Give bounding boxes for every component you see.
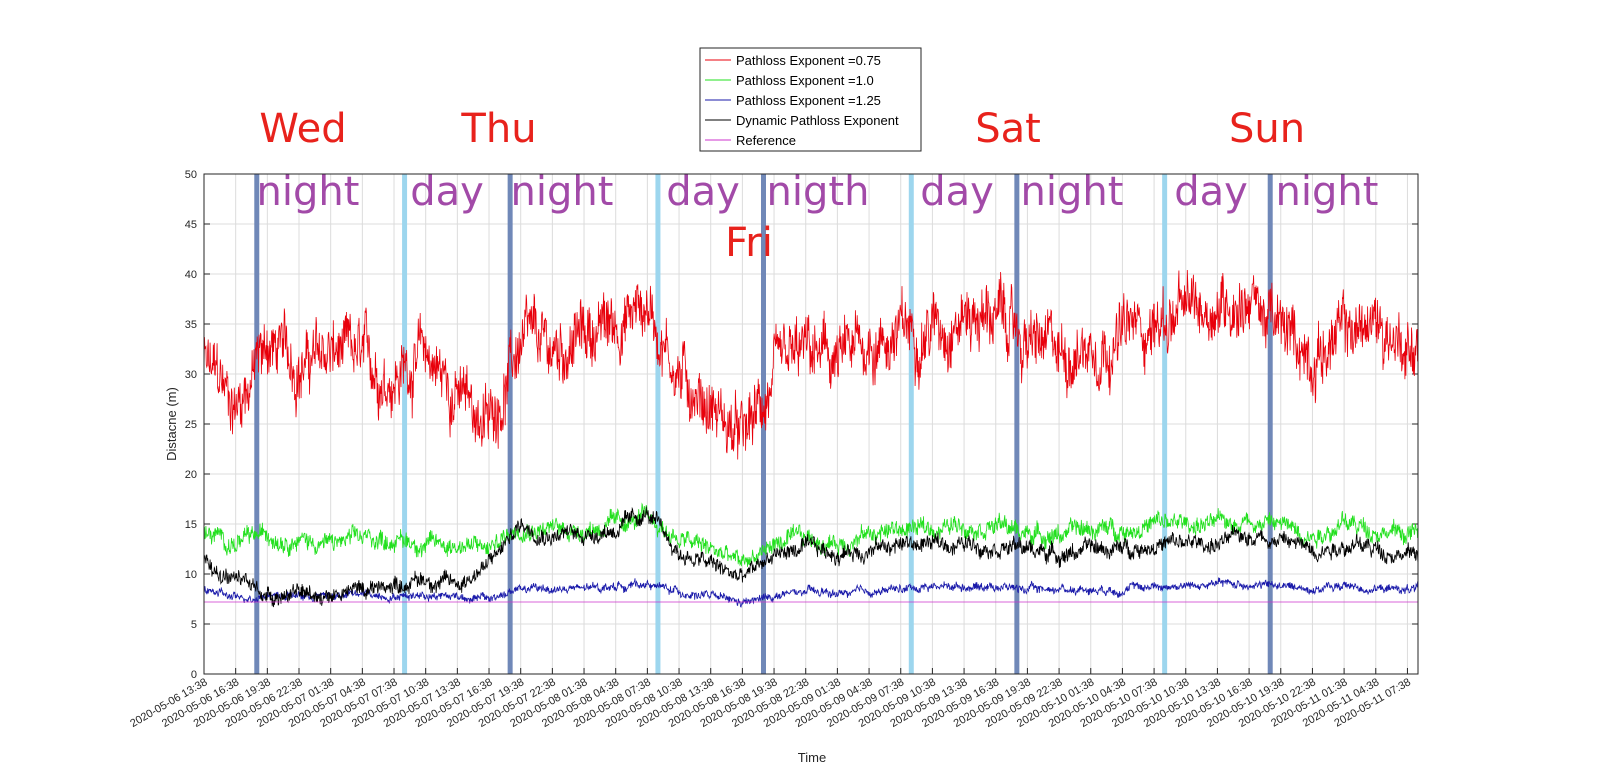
y-axis-label: Distacne (m) [164, 387, 179, 461]
day-label: Wed [259, 106, 346, 152]
phase-label: day [666, 169, 740, 215]
phase-label: day [1174, 169, 1248, 215]
legend-entry: Reference [736, 133, 796, 148]
legend-box [699, 47, 922, 152]
phase-label: nigth [767, 169, 870, 215]
plot-frame [203, 173, 1419, 675]
y-tick-label: 40 [185, 269, 197, 281]
y-tick-label: 15 [185, 519, 197, 531]
y-tick-label: 35 [185, 319, 197, 331]
day-label: Fri [725, 220, 773, 266]
day-label: Thu [460, 106, 536, 152]
legend-entry: Pathloss Exponent =1.25 [736, 93, 881, 108]
phase-label: night [1021, 169, 1124, 215]
series-line-pathloss-exponent-0-75 [203, 269, 1419, 460]
y-tick-label: 0 [191, 669, 197, 681]
x-axis-label: Time [798, 750, 826, 765]
series-line-pathloss-exponent-1-25 [203, 577, 1419, 608]
y-tick-label: 20 [185, 469, 197, 481]
legend-entry: Dynamic Pathloss Exponent [736, 113, 899, 128]
series-group [203, 269, 1419, 608]
legend-entry: Pathloss Exponent =1.0 [736, 73, 874, 88]
day-label: Sat [975, 106, 1041, 152]
y-tick-label: 5 [191, 619, 197, 631]
y-tick-labels: 0 5 10 15 20 25 30 35 40 45 50 [185, 169, 197, 681]
series-line-pathloss-exponent-1-0 [203, 502, 1419, 567]
y-tick-label: 50 [185, 169, 197, 181]
legend: Pathloss Exponent =0.75 Pathloss Exponent… [699, 47, 922, 152]
y-tick-label: 45 [185, 219, 197, 231]
phase-label: day [920, 169, 994, 215]
day-label: Sun [1229, 106, 1305, 152]
legend-entry: Pathloss Exponent =0.75 [736, 53, 881, 68]
y-tick-label: 25 [185, 419, 197, 431]
series-line-dynamic-pathloss-exponent [203, 506, 1419, 608]
y-tick-label: 10 [185, 569, 197, 581]
phase-label: night [1276, 169, 1379, 215]
day-night-dividers [254, 174, 1273, 674]
phase-label: night [511, 169, 614, 215]
phase-label: night [257, 169, 360, 215]
y-tick-label: 30 [185, 369, 197, 381]
phase-label: day [410, 169, 484, 215]
